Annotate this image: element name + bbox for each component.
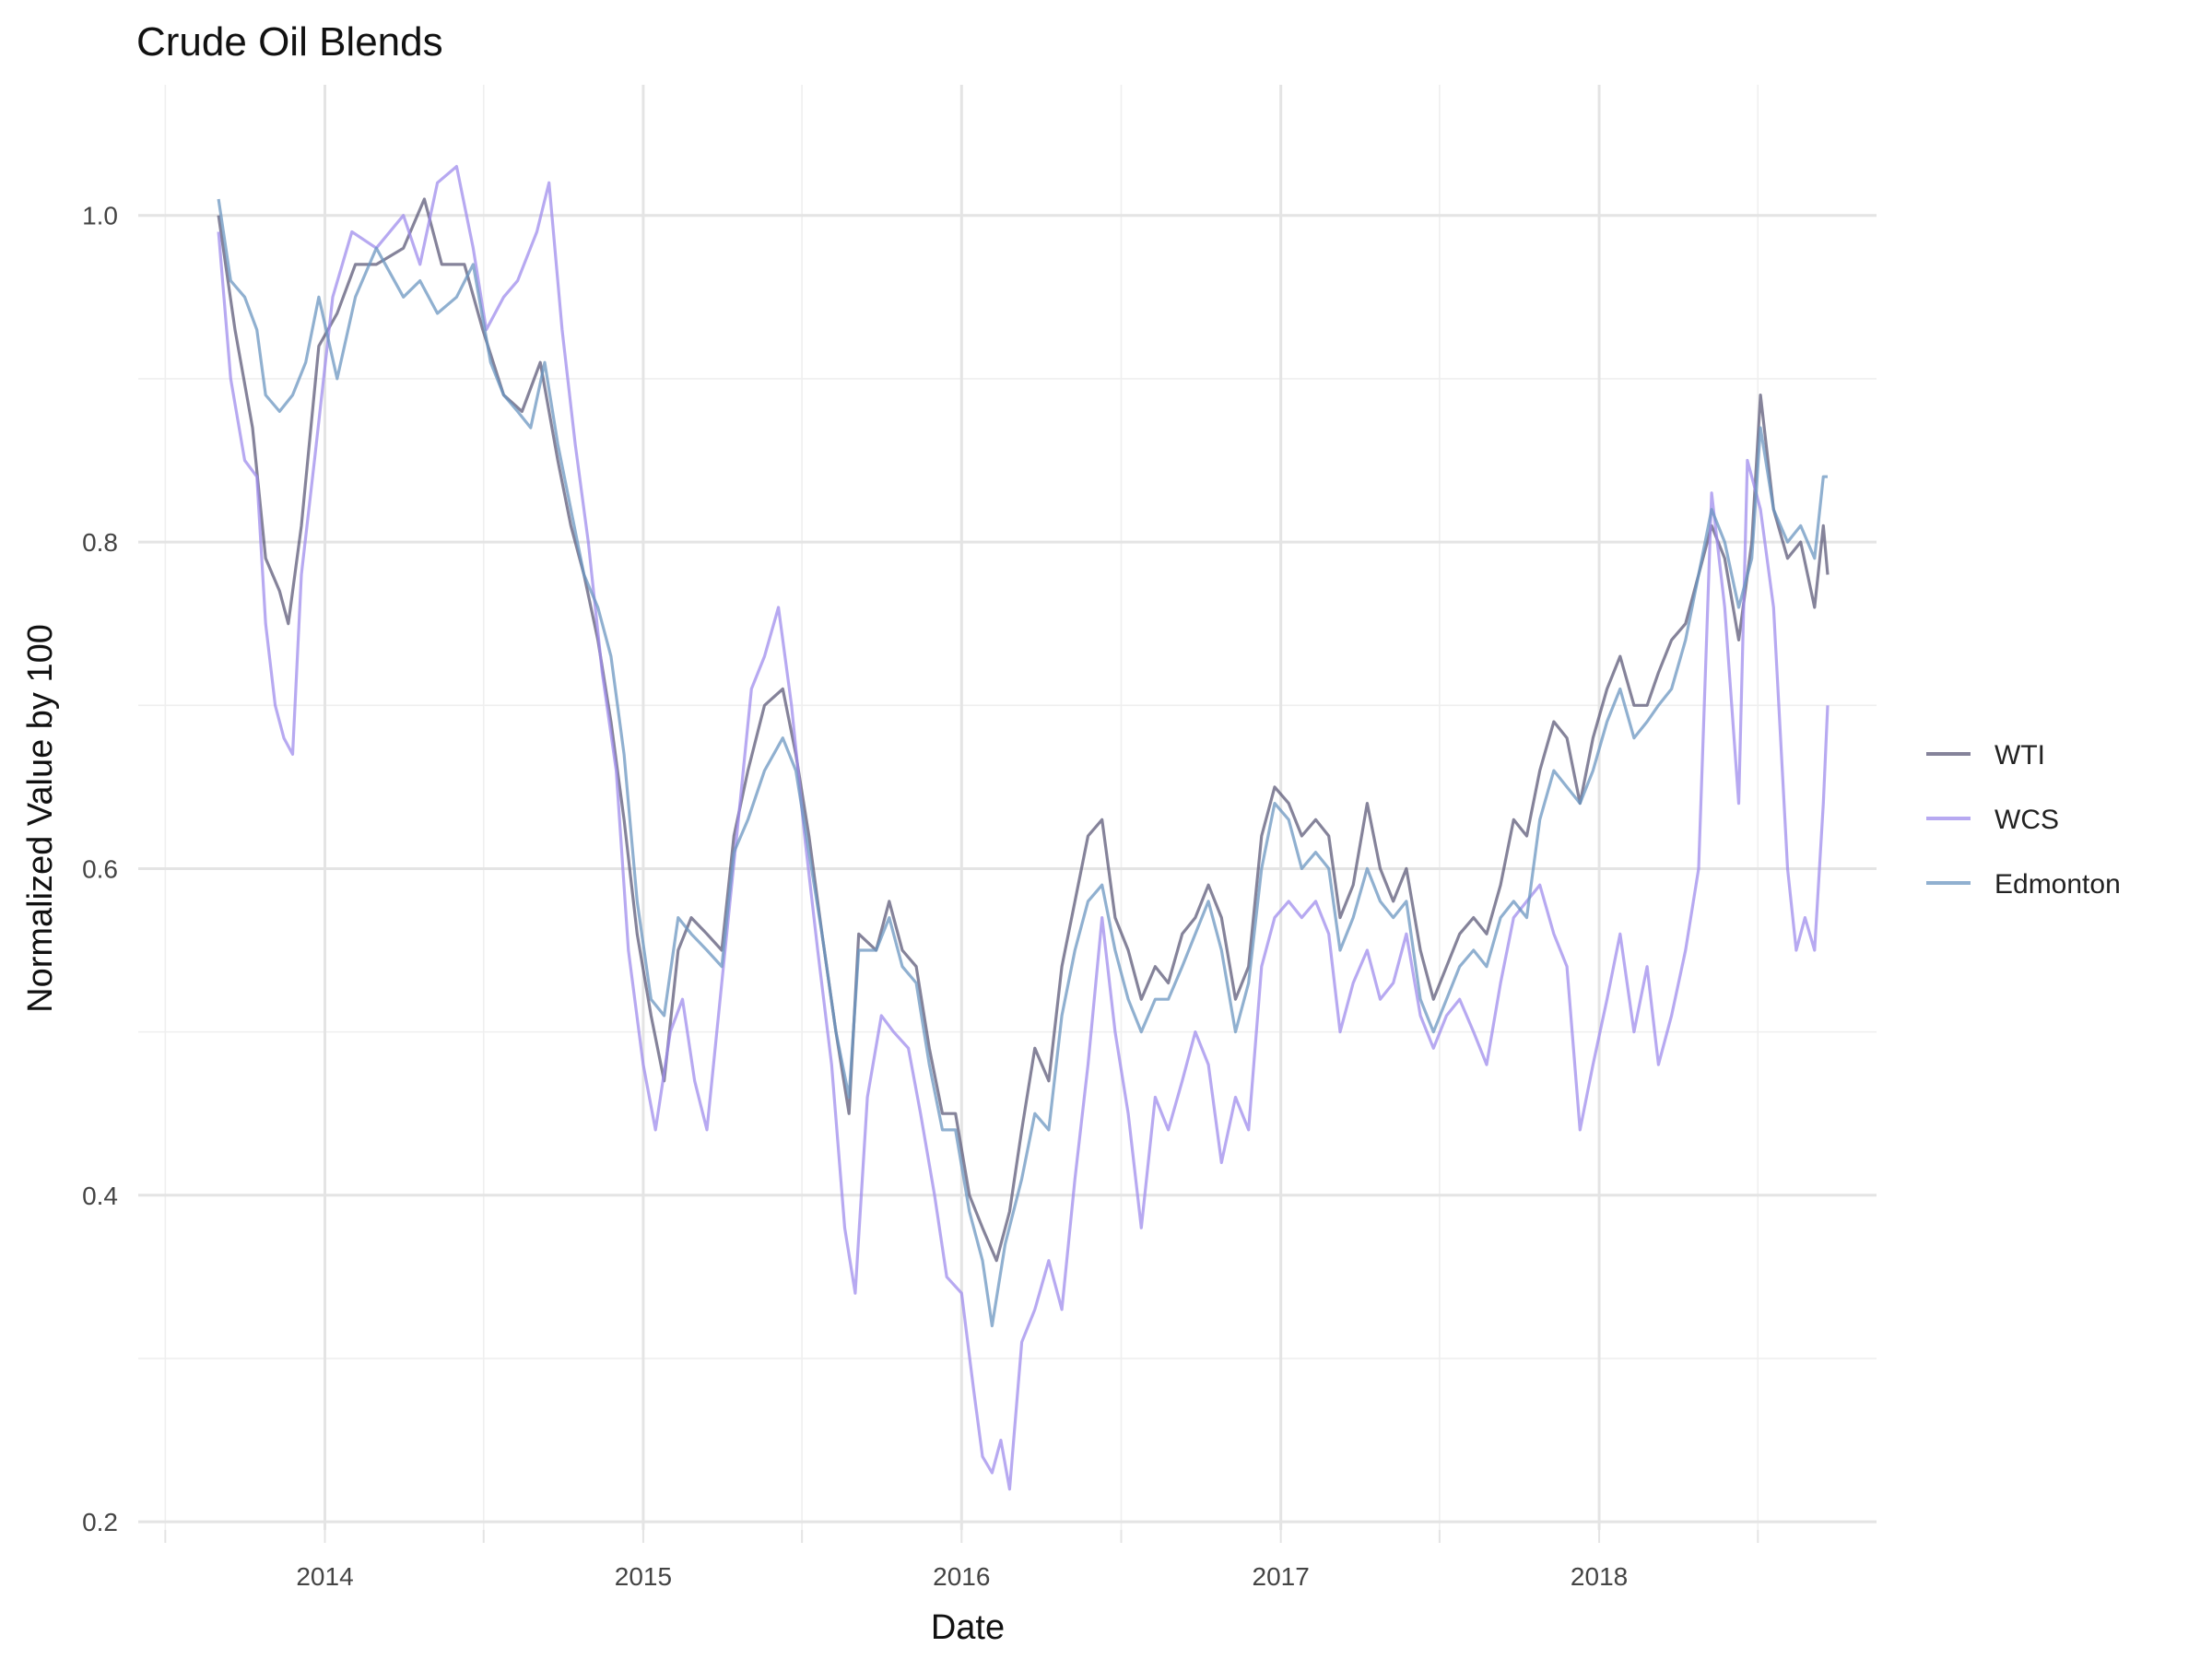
chart-title: Crude Oil Blends [136,19,443,65]
x-tick-label: 2018 [1571,1562,1628,1591]
y-tick-label: 0.8 [82,528,118,557]
legend-label: Edmonton [1994,869,2121,900]
x-tick-label: 2017 [1253,1562,1310,1591]
series-line-wcs [217,165,1830,1491]
x-tick-label: 2015 [615,1562,672,1591]
legend: WTI WCS Edmonton [1926,740,2121,900]
y-tick-label: 0.4 [82,1182,118,1210]
legend-label: WTI [1994,740,2045,771]
y-tick-label: 1.0 [82,202,118,230]
series-layer [217,165,1830,1491]
series-line-wti [217,197,1830,1263]
x-tick-label: 2016 [933,1562,990,1591]
legend-label: WCS [1994,805,2059,835]
y-tick-label: 0.6 [82,854,118,883]
series-line-edmonton [217,198,1828,1328]
x-tick-label: 2014 [296,1562,353,1591]
y-tick-label: 0.2 [82,1508,118,1536]
tick-layer: 2014 2015 2016 2017 2018 0.2 0.4 0.6 0.8 1.0 [82,202,1759,1591]
x-axis-title: Date [931,1608,1005,1647]
y-axis-title: Normalized Value by 100 [21,624,60,1013]
